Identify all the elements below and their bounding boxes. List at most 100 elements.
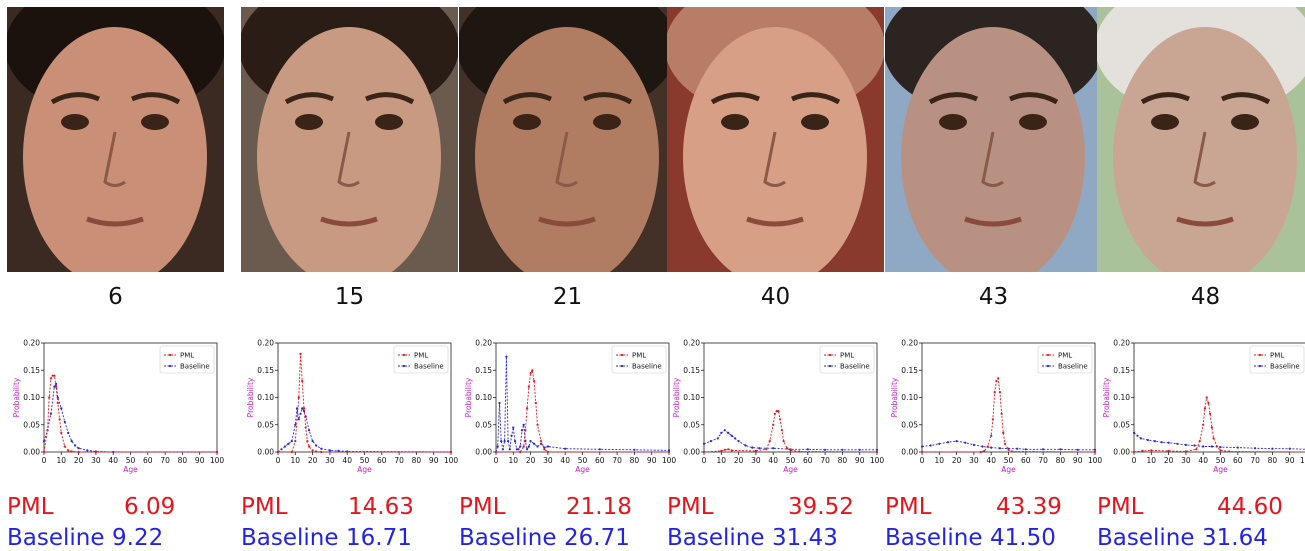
legend-label: Baseline	[1270, 363, 1300, 371]
left-eye	[939, 114, 967, 130]
face-skin	[1113, 27, 1297, 272]
x-tick-label: 0	[42, 456, 47, 465]
data-point-pml	[1219, 449, 1222, 452]
legend-marker	[828, 364, 832, 368]
x-tick-label: 60	[803, 456, 813, 465]
data-point-baseline	[529, 440, 532, 443]
x-tick-label: 60	[1021, 456, 1031, 465]
data-point-baseline	[513, 440, 517, 443]
legend-label: Baseline	[414, 363, 444, 371]
data-point-baseline	[667, 449, 671, 452]
data-point-baseline	[737, 440, 740, 443]
x-tick-label: 80	[412, 456, 422, 465]
x-tick-label: 50	[578, 456, 588, 465]
data-point-baseline	[841, 448, 844, 451]
data-point-pml	[276, 450, 280, 454]
sample-column: 15 0 10 20 30 40 50 60 70 80 90 100 0.00 0.05 0.10 0.15…	[241, 0, 458, 551]
data-point-baseline	[1176, 442, 1179, 445]
data-point-pml	[546, 450, 549, 454]
y-tick-label: 0.00	[683, 448, 700, 457]
right-eye	[593, 114, 621, 130]
data-point-baseline	[74, 444, 77, 447]
x-tick-label: 60	[595, 456, 605, 465]
data-point-baseline	[519, 445, 522, 448]
data-point-pml	[77, 450, 80, 454]
data-point-pml	[63, 445, 66, 448]
data-point-baseline	[1093, 448, 1097, 451]
data-point-baseline	[308, 429, 311, 432]
x-tick-label: 80	[1056, 456, 1066, 465]
data-point-pml	[1205, 396, 1208, 399]
data-point-baseline	[858, 448, 861, 451]
legend: PML Baseline	[1037, 345, 1093, 374]
data-point-baseline	[702, 442, 706, 445]
data-point-pml	[773, 412, 776, 415]
data-point-baseline	[633, 448, 636, 451]
pml-value: 43.39	[996, 494, 1062, 520]
x-tick-label: 70	[612, 456, 622, 465]
legend-marker	[1258, 353, 1262, 357]
y-tick-label: 0.05	[683, 420, 700, 429]
pml-label: PML	[459, 494, 506, 520]
probability-chart: 0 10 20 30 40 50 60 70 80 90 100 0.00 0.05 0.10 0.15 0.…	[885, 336, 1102, 480]
y-axis-label: Probability	[672, 377, 681, 417]
data-point-pml	[534, 401, 537, 405]
y-tick-label: 0.20	[475, 339, 492, 348]
data-point-pml	[67, 449, 70, 452]
data-point-pml	[60, 431, 63, 434]
data-point-baseline	[1193, 444, 1196, 447]
x-tick-label: 90	[1285, 456, 1295, 465]
legend-label: Baseline	[632, 363, 662, 371]
probability-chart: 0 10 20 30 40 50 60 70 80 90 100 0.00 0.05 0.10 0.15 0.…	[7, 336, 224, 480]
data-point-baseline	[320, 447, 323, 450]
data-point-pml	[720, 449, 723, 452]
x-tick-label: 20	[526, 456, 536, 465]
sample-column: 48 0 10 20 30 40 50 60 70 80 90 100 0.00 0.05 0.10 0.15…	[1097, 0, 1305, 551]
data-point-pml	[993, 391, 996, 394]
nose	[1193, 131, 1216, 187]
x-tick-label: 80	[630, 456, 640, 465]
baseline-label: Baseline	[459, 525, 557, 551]
x-axis-label: Age	[123, 465, 138, 474]
data-point-baseline	[42, 440, 46, 443]
y-tick-label: 0.15	[475, 366, 492, 375]
left-eye	[1151, 114, 1179, 130]
data-point-pml	[526, 407, 529, 410]
series-line-baseline	[495, 356, 670, 453]
mouth	[538, 216, 596, 227]
x-tick-label: 20	[308, 456, 318, 465]
data-point-baseline	[1042, 448, 1045, 451]
data-point-baseline	[1136, 434, 1139, 437]
data-point-pml	[754, 449, 757, 452]
data-point-baseline	[734, 437, 737, 440]
data-point-pml	[308, 445, 311, 448]
data-point-pml	[53, 374, 56, 377]
baseline-value: 16.71	[346, 525, 412, 551]
left-eyebrow	[710, 92, 760, 105]
data-point-baseline	[283, 445, 286, 448]
x-tick-label: 40	[768, 456, 778, 465]
data-point-baseline	[723, 429, 726, 432]
series-line-pml	[1133, 397, 1305, 453]
right-eyebrow	[791, 92, 841, 105]
data-point-pml	[920, 450, 924, 454]
data-point-pml	[1150, 449, 1153, 452]
legend-marker	[168, 353, 172, 357]
data-point-baseline	[720, 431, 723, 434]
data-point-pml	[785, 447, 789, 450]
data-point-baseline	[60, 407, 63, 410]
legend-box	[1037, 345, 1093, 374]
right-eye	[1019, 114, 1047, 130]
right-eyebrow	[1009, 92, 1059, 105]
legend-box	[819, 345, 875, 374]
face-skin	[475, 27, 659, 272]
x-tick-label: 30	[91, 456, 101, 465]
data-point-pml	[765, 448, 768, 451]
left-eyebrow	[1140, 92, 1190, 105]
sample-column: 6 0 10 20 30 40 50 60 70 80 90 100 0.00 0.05 0.10 0.15 0…	[7, 0, 224, 551]
legend-box	[1249, 345, 1305, 374]
data-point-baseline	[315, 444, 318, 447]
y-tick-label: 0.05	[475, 420, 492, 429]
data-point-pml	[997, 377, 1000, 380]
x-tick-label: 40	[560, 456, 570, 465]
